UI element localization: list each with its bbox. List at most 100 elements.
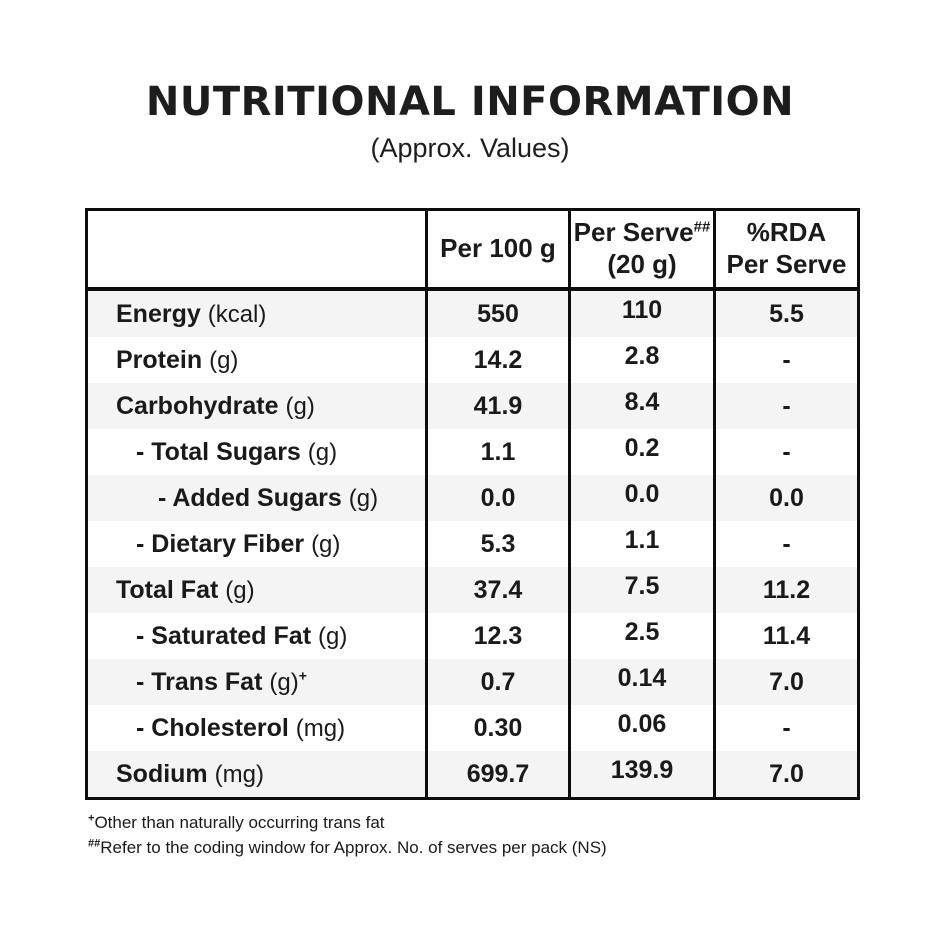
per-serve-value: 7.5 [568, 567, 716, 613]
nutrient-name: Sodium [116, 759, 208, 788]
per-serve-value: 139.9 [568, 751, 716, 799]
nutrient-name: Carbohydrate [116, 391, 279, 420]
nutrient-name-cell: Protein (g) [85, 337, 428, 383]
header-row: Per 100 g Per Serve## (20 g) %RDA Per Se… [85, 208, 860, 291]
table-row: - Added Sugars (g) 0.0 0.0 0.0 [85, 475, 860, 521]
table-row: - Saturated Fat (g) 12.3 2.5 11.4 [85, 613, 860, 659]
table-row: Protein (g) 14.2 2.8 - [85, 337, 860, 383]
nutrient-unit: (kcal) [207, 300, 267, 328]
rda-value: - [713, 705, 860, 751]
nutrient-name: Protein [116, 345, 203, 374]
nutrient-unit: (g) [225, 576, 255, 604]
table-row: - Dietary Fiber (g) 5.3 1.1 - [85, 521, 860, 567]
per-serve-value: 0.2 [568, 429, 716, 475]
per-100g-value: 1.1 [425, 429, 571, 475]
nutrient-name-cell: - Added Sugars (g) [85, 475, 428, 521]
table-row: Carbohydrate (g) 41.9 8.4 - [85, 383, 860, 429]
header-cell-per-100g: Per 100 g [425, 208, 571, 291]
per-serve-value: 2.5 [568, 613, 716, 659]
footnote-marker-plus: + [88, 812, 95, 825]
rda-value: 0.0 [713, 475, 860, 521]
nutrient-unit: (g) [348, 484, 379, 512]
per-100g-value: 0.0 [425, 475, 571, 521]
header-cell-per-serve: Per Serve## (20 g) [568, 208, 716, 291]
footnote-serves-text: Refer to the coding window for Approx. N… [100, 838, 607, 858]
table-body: Energy (kcal) 550 110 5.5 Protein (g) 14… [85, 289, 860, 799]
table-row: - Cholesterol (mg) 0.30 0.06 - [85, 705, 860, 751]
nutrient-unit: (g) [307, 438, 338, 466]
per-100g-value: 5.3 [425, 521, 571, 567]
nutrient-unit: (mg) [214, 760, 264, 788]
nutrient-name: - Added Sugars [158, 483, 342, 512]
header-cell-blank [85, 208, 428, 291]
header-per-100g-label: Per 100 g [440, 233, 556, 264]
header-cell-rda: %RDA Per Serve [713, 208, 860, 291]
per-serve-footnote-marker: ## [693, 218, 711, 236]
per-100g-value: 14.2 [425, 337, 571, 383]
header-serve-size: (20 g) [607, 249, 677, 279]
rda-value: - [713, 337, 860, 383]
header-per-serve-label: Per Serve## [573, 217, 711, 248]
nutrient-unit: (mg) [295, 714, 346, 742]
per-serve-value: 110 [568, 289, 716, 337]
table-row: Energy (kcal) 550 110 5.5 [85, 289, 860, 337]
nutrient-unit: (g) [317, 622, 348, 650]
table-row: Total Fat (g) 37.4 7.5 11.2 [85, 567, 860, 613]
footnote-trans-fat: +Other than naturally occurring trans fa… [88, 810, 607, 835]
per-100g-value: 0.30 [425, 705, 571, 751]
rda-value: 11.2 [713, 567, 860, 613]
nutrient-name-cell: - Total Sugars (g) [85, 429, 428, 475]
nutrient-name-cell: Carbohydrate (g) [85, 383, 428, 429]
per-100g-value: 0.7 [425, 659, 571, 705]
footnote-trans-fat-text: Other than naturally occurring trans fat [94, 813, 385, 832]
nutrient-unit: (g) [209, 346, 239, 374]
table-row: - Total Sugars (g) 1.1 0.2 - [85, 429, 860, 475]
per-serve-value: 8.4 [568, 383, 716, 429]
per-100g-value: 12.3 [425, 613, 571, 659]
page-title: NUTRITIONAL INFORMATION [145, 79, 795, 125]
nutrient-name: Total Fat [116, 575, 219, 604]
rda-value: - [713, 521, 860, 567]
per-serve-value: 2.8 [568, 337, 716, 383]
rda-value: - [713, 383, 860, 429]
nutrient-unit: (g) [269, 668, 299, 696]
nutrient-name-cell: - Cholesterol (mg) [85, 705, 428, 751]
per-100g-value: 41.9 [425, 383, 571, 429]
per-serve-value: 0.0 [568, 475, 716, 521]
nutrient-unit: (g) [285, 392, 315, 420]
rda-value: 5.5 [713, 289, 860, 337]
nutrient-name: Energy [116, 299, 201, 328]
rda-value: - [713, 429, 860, 475]
nutrition-table: Per 100 g Per Serve## (20 g) %RDA Per Se… [85, 208, 860, 800]
nutrient-footnote-marker: + [298, 667, 307, 684]
table-row: - Trans Fat (g)+ 0.7 0.14 7.0 [85, 659, 860, 705]
nutrient-name: - Cholesterol [136, 713, 289, 742]
per-100g-value: 37.4 [425, 567, 571, 613]
nutrient-name-cell: Total Fat (g) [85, 567, 428, 613]
per-serve-value: 1.1 [568, 521, 716, 567]
nutrient-name-cell: Sodium (mg) [85, 751, 428, 799]
table-row: Sodium (mg) 699.7 139.9 7.0 [85, 751, 860, 799]
per-100g-value: 550 [425, 289, 571, 337]
nutrient-name: - Dietary Fiber [136, 529, 305, 558]
nutrient-name-cell: - Trans Fat (g)+ [85, 659, 428, 705]
rda-value: 7.0 [713, 659, 860, 705]
footnotes: +Other than naturally occurring trans fa… [88, 810, 607, 860]
per-100g-value: 699.7 [425, 751, 571, 799]
nutrient-name-cell: Energy (kcal) [85, 289, 428, 337]
page-subtitle: (Approx. Values) [370, 133, 570, 163]
per-serve-value: 0.14 [568, 659, 716, 705]
rda-value: 11.4 [713, 613, 860, 659]
footnote-serves: ##Refer to the coding window for Approx.… [88, 835, 607, 860]
header-rda-sublabel: Per Serve [726, 249, 847, 279]
per-serve-value: 0.06 [568, 705, 716, 751]
nutrient-name-cell: - Dietary Fiber (g) [85, 521, 428, 567]
nutrient-name-cell: - Saturated Fat (g) [85, 613, 428, 659]
nutrient-name: - Total Sugars [136, 437, 301, 466]
footnote-marker-hash: ## [88, 837, 101, 850]
rda-value: 7.0 [713, 751, 860, 799]
nutrient-name: - Trans Fat [136, 667, 263, 696]
nutrient-unit: (g) [311, 530, 341, 558]
nutrient-name: - Saturated Fat [136, 621, 312, 650]
